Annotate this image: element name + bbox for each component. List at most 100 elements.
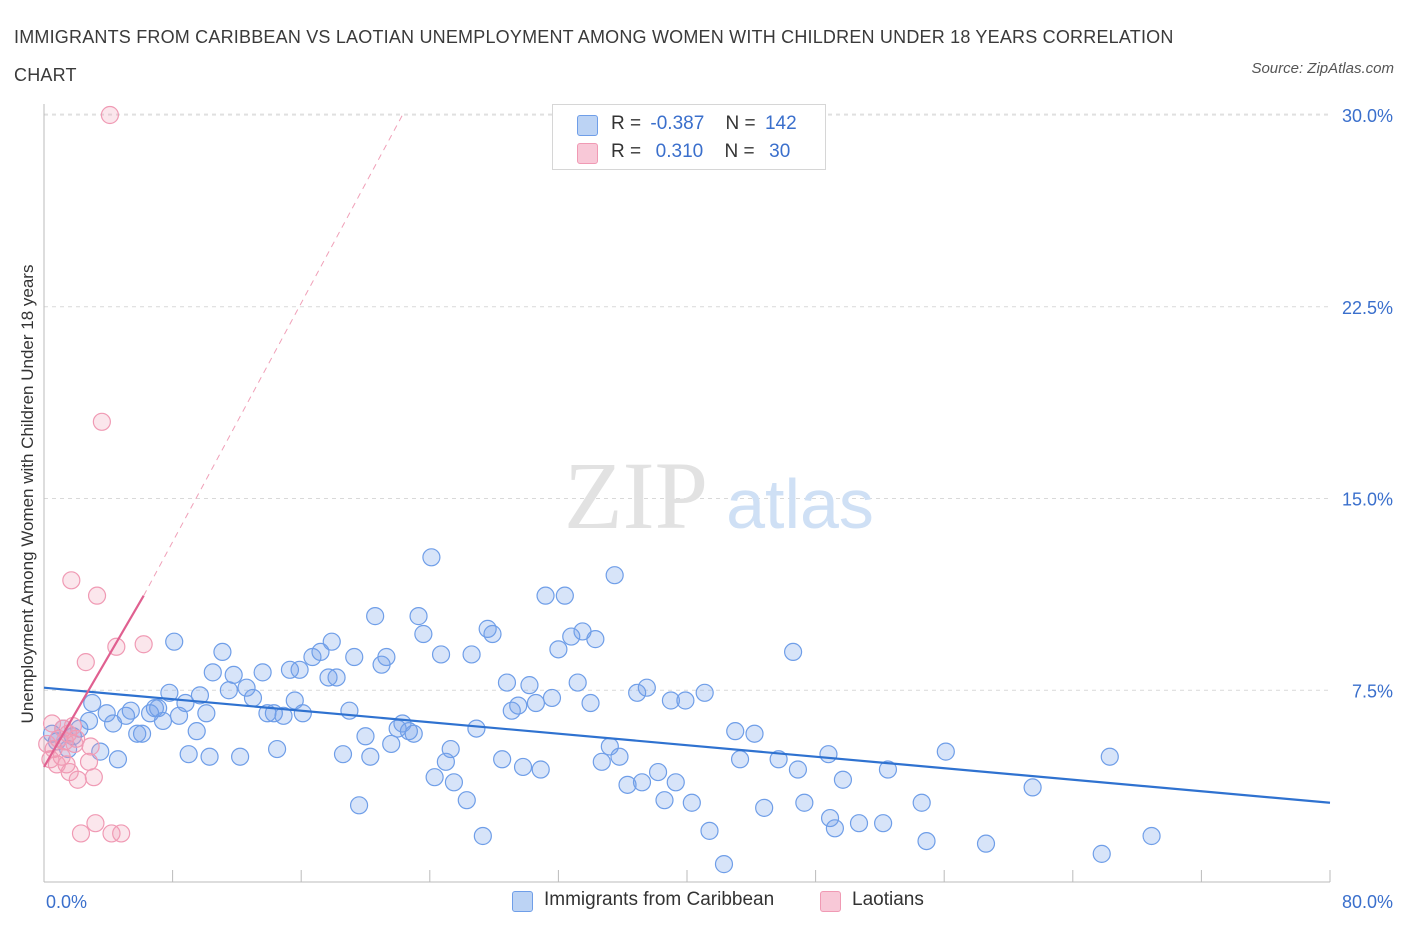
caribbean-point — [509, 696, 528, 715]
caribbean-point — [121, 701, 140, 720]
trend-lines — [43, 114, 1331, 804]
laotian-point — [79, 752, 99, 771]
caribbean-point — [483, 624, 502, 644]
caribbean-point — [165, 632, 184, 651]
laotian-points — [38, 105, 153, 843]
laotian-point — [102, 824, 121, 843]
caribbean-point — [356, 727, 375, 746]
caribbean-point — [676, 691, 695, 710]
caribbean-point — [83, 693, 102, 713]
caribbean-point — [605, 566, 624, 585]
caribbean-point — [648, 762, 668, 782]
caribbean-point — [788, 760, 808, 779]
caribbean-point — [820, 808, 840, 828]
caribbean-point — [414, 624, 433, 644]
caribbean-point — [382, 734, 401, 754]
caribbean-point — [726, 722, 745, 741]
tick-labels: 7.5% 15.0% 22.5% 30.0% 0.0% 80.0% — [46, 106, 1393, 912]
caribbean-point — [128, 724, 147, 743]
y-tick-label: 30.0% — [1342, 106, 1393, 126]
caribbean-point — [441, 739, 460, 759]
y-tick-label: 22.5% — [1342, 298, 1393, 318]
laotian-point — [68, 770, 87, 789]
laotian-point — [112, 824, 131, 843]
laotian-point — [100, 105, 120, 125]
caribbean-legend-label: Immigrants from Caribbean — [544, 889, 775, 910]
y-tick-label: 15.0% — [1342, 490, 1393, 510]
source-label: Source: ZipAtlas.com — [1251, 60, 1394, 77]
caribbean-point — [874, 814, 893, 833]
caribbean-point — [1092, 844, 1111, 863]
caribbean-point — [531, 760, 550, 779]
caribbean-point — [243, 688, 263, 708]
caribbean-point — [422, 548, 441, 567]
caribbean-point — [197, 704, 216, 723]
x-tick-label: 80.0% — [1342, 892, 1393, 912]
caribbean-point — [349, 796, 369, 815]
caribbean-point — [562, 627, 581, 646]
caribbean-point — [190, 686, 210, 705]
caribbean-point — [457, 791, 476, 810]
caribbean-point — [409, 607, 428, 626]
caribbean-point — [618, 775, 637, 794]
caribbean-point — [399, 722, 419, 741]
watermark: ZIP atlas — [564, 442, 874, 549]
caribbean-point — [176, 693, 195, 713]
caribbean-point — [632, 773, 652, 792]
caribbean-point — [280, 660, 300, 679]
caribbean-point — [116, 706, 136, 725]
caribbean-point — [745, 724, 764, 743]
caribbean-point — [187, 722, 206, 741]
n-label: N = — [724, 141, 755, 162]
chart-title: IMMIGRANTS FROM CARIBBEAN VS LAOTIAN UNE… — [14, 27, 1174, 85]
laotian-point — [76, 653, 95, 672]
caribbean-point — [253, 663, 272, 682]
y-tick-label: 7.5% — [1352, 681, 1393, 701]
laotian-point — [67, 729, 86, 748]
caribbean-point — [200, 747, 219, 766]
caribbean-point — [628, 683, 647, 702]
caribbean-point — [493, 750, 512, 769]
caribbean-point — [825, 819, 844, 838]
caribbean-point — [783, 642, 803, 662]
caribbean-point — [655, 791, 674, 810]
laotian-point — [134, 635, 153, 654]
caribbean-point — [473, 826, 492, 846]
caribbean-point — [520, 676, 539, 695]
caribbean-point — [224, 665, 243, 685]
caribbean-point — [542, 688, 562, 708]
n-value: 142 — [764, 113, 797, 134]
caribbean-swatch — [577, 115, 598, 136]
caribbean-point — [700, 821, 719, 840]
laotian-point — [92, 412, 111, 431]
caribbean-point — [431, 645, 451, 664]
caribbean-point — [333, 745, 353, 764]
caribbean-point — [610, 747, 629, 766]
laotian-point — [84, 768, 103, 787]
caribbean-point — [769, 750, 788, 769]
caribbean-point — [878, 760, 898, 779]
caribbean-point — [682, 793, 701, 812]
caribbean-trend-line — [43, 686, 1331, 804]
caribbean-point — [1023, 778, 1042, 797]
caribbean-point — [366, 607, 385, 626]
caribbean-point — [361, 747, 380, 766]
caribbean-point — [377, 647, 396, 667]
caribbean-point — [153, 711, 173, 731]
n-value: 30 — [763, 141, 791, 162]
caribbean-legend-swatch — [512, 891, 533, 912]
caribbean-point — [581, 693, 600, 713]
caribbean-point — [108, 750, 128, 769]
laotian-point — [62, 571, 81, 590]
caribbean-point — [467, 719, 486, 738]
caribbean-point — [404, 724, 423, 743]
caribbean-point — [568, 673, 587, 692]
caribbean-point — [586, 630, 605, 649]
caribbean-point — [267, 739, 287, 759]
laotian-point — [86, 814, 105, 833]
r-value: -0.387 — [650, 113, 705, 134]
laotian-trend-extension — [143, 114, 403, 596]
caribbean-point — [497, 673, 517, 692]
laotian-swatch — [577, 143, 598, 164]
